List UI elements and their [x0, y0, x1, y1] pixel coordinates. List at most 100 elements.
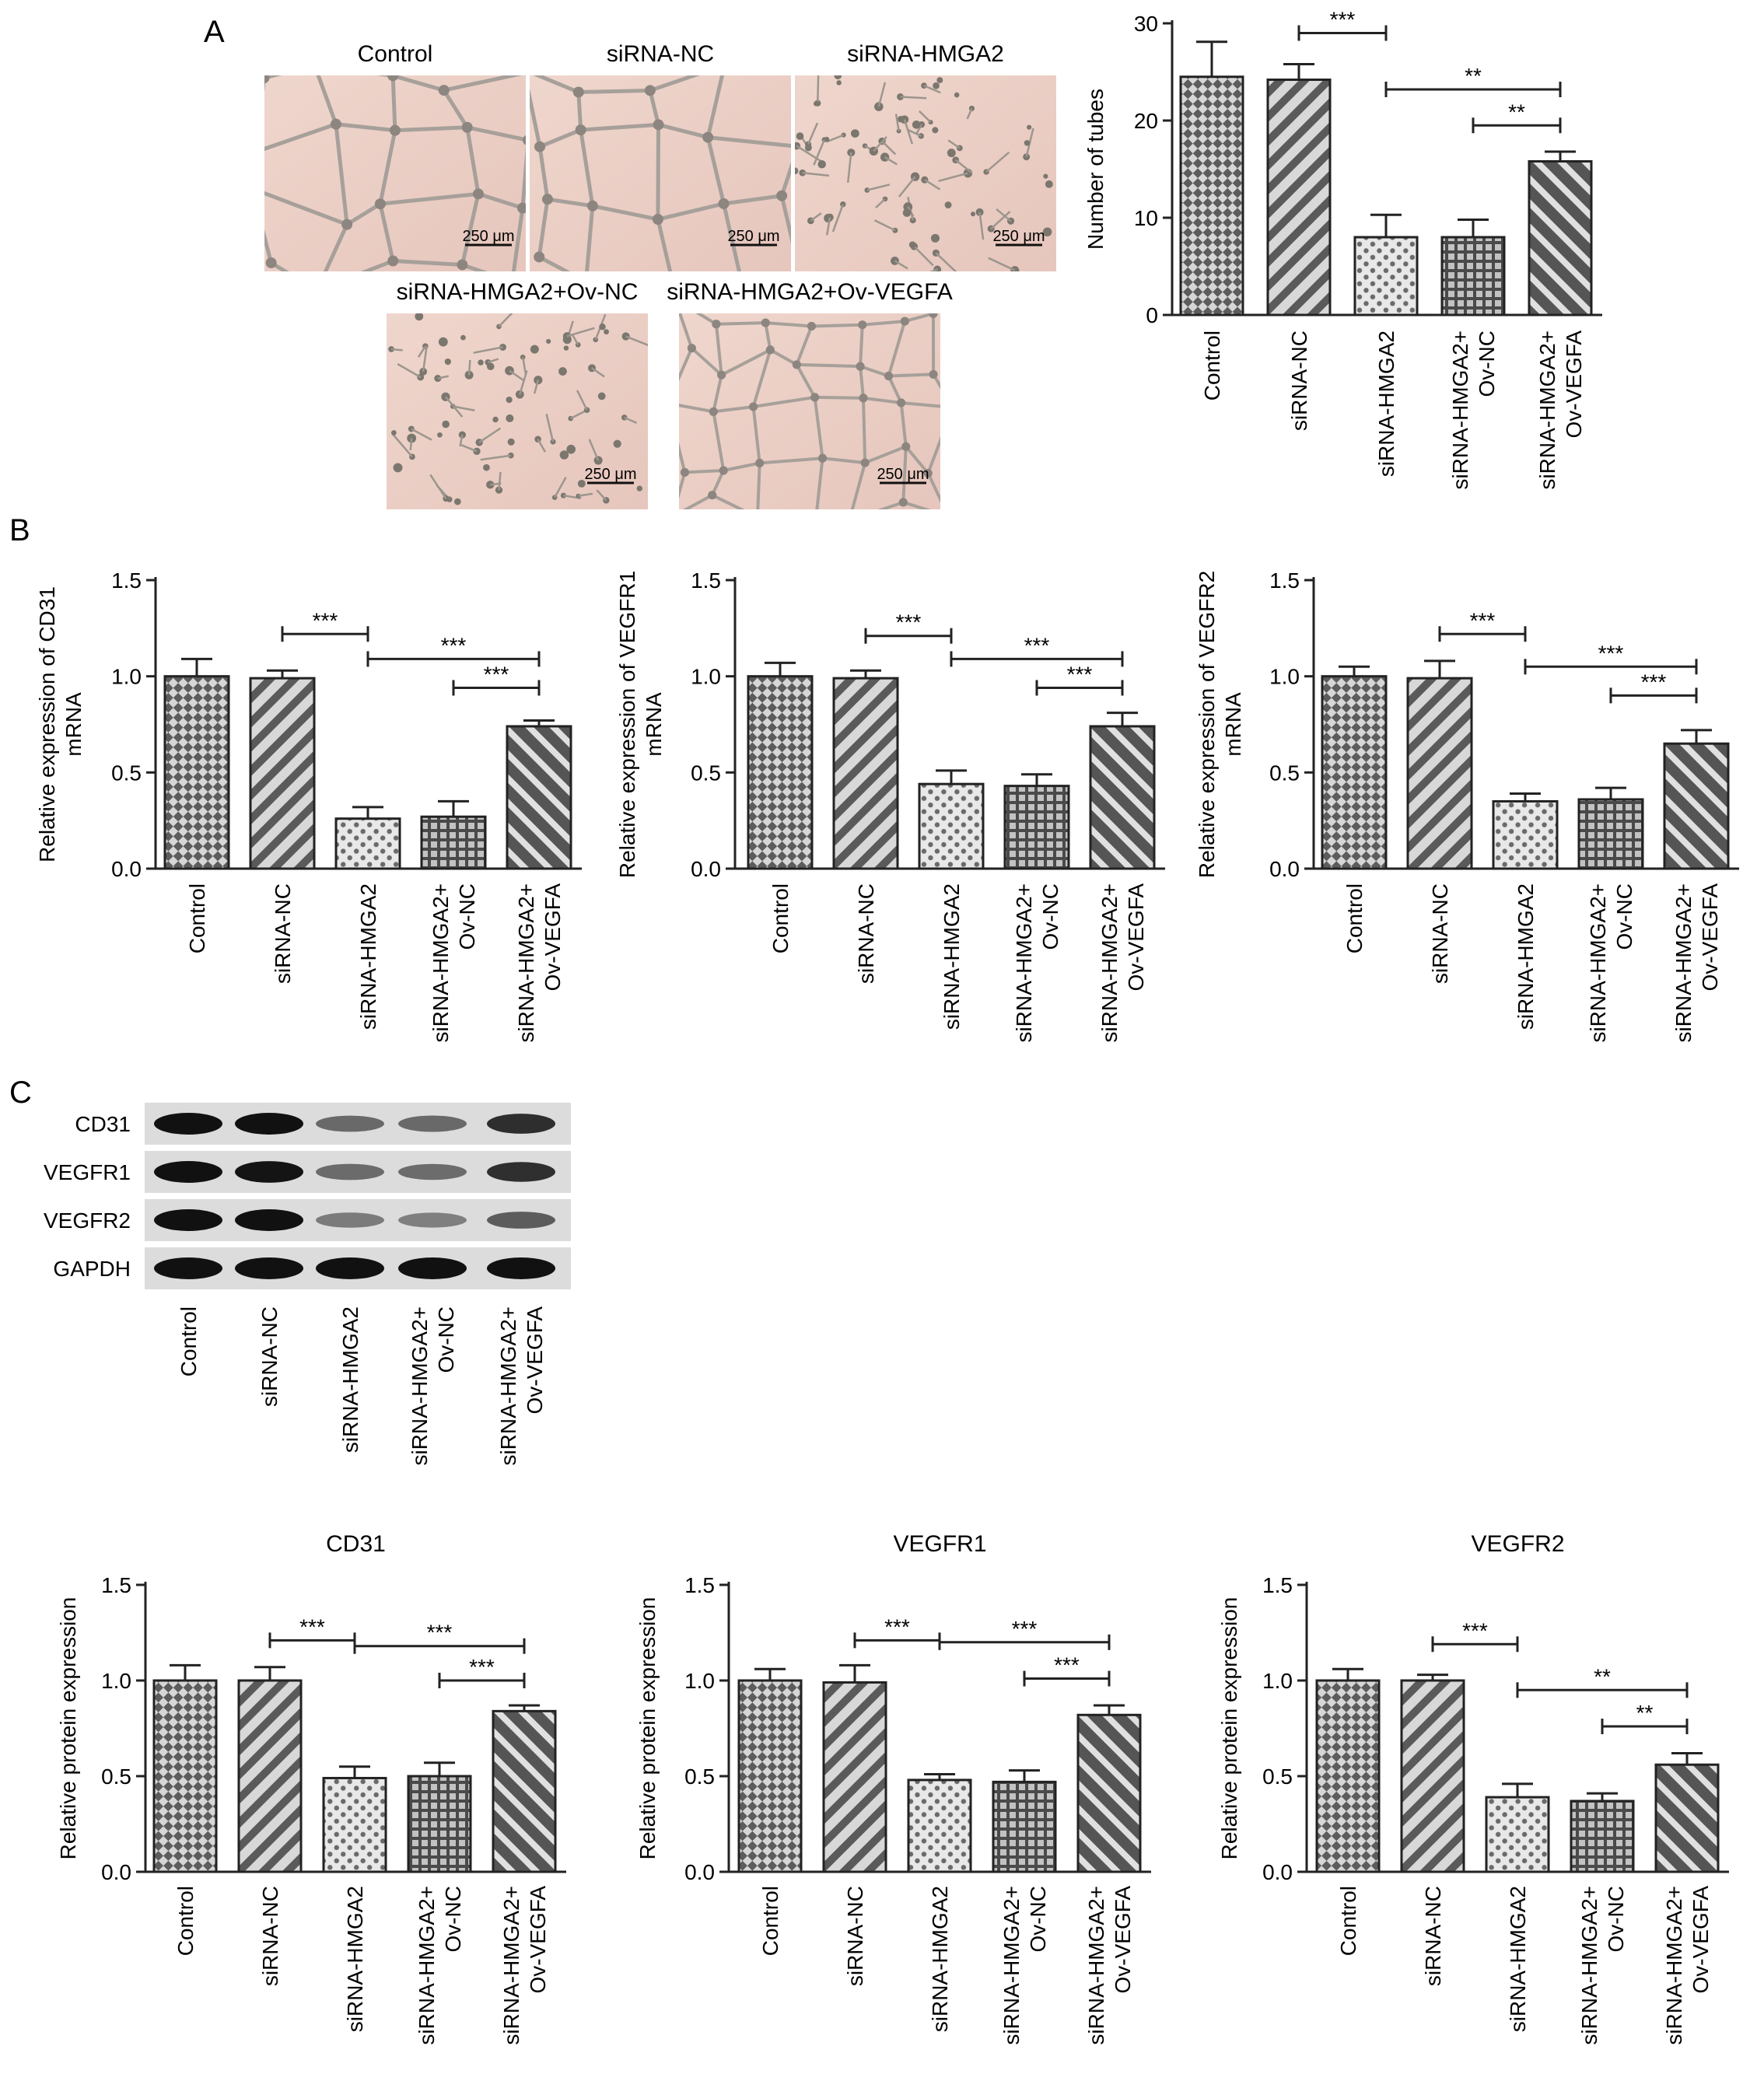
significance-label: *** — [1024, 633, 1050, 657]
significance-label: *** — [1462, 1618, 1488, 1642]
chart-vegfr1_protein: VEGFR1 0.0 0.5 1.0 1.5 Relative protein expre… — [635, 1531, 1151, 2045]
bar — [1400, 1679, 1465, 1873]
blot-band — [487, 1162, 555, 1182]
y-tick-label: 0.0 — [691, 857, 721, 881]
bar — [152, 1679, 218, 1873]
y-axis-label: Number of tubes — [1083, 89, 1108, 250]
x-tick-label: siRNA-HMGA2+ — [499, 1886, 523, 2045]
blot-row-label: VEGFR1 — [44, 1160, 131, 1184]
significance-bracket: *** — [1035, 663, 1124, 696]
significance-label: *** — [1470, 608, 1496, 632]
x-tick-label: Ov-VEGFA — [1111, 1886, 1135, 1994]
significance-bracket: *** — [1023, 1653, 1111, 1687]
x-tick-label: siRNA-HMGA2+ — [1012, 883, 1036, 1043]
y-tick-label: 0.0 — [684, 1860, 715, 1884]
significance-bracket: *** — [366, 633, 541, 667]
chart-vegfr2_protein: VEGFR2 0.0 0.5 1.0 1.5 Relative protein expre… — [1217, 1531, 1729, 2045]
significance-bracket: *** — [938, 1617, 1111, 1650]
bar — [747, 675, 814, 870]
x-tick-label: Ov-VEGFA — [1689, 1886, 1713, 1994]
x-tick-label: Ov-NC — [441, 1886, 465, 1953]
micrograph-sinc: siRNA-NC 250 μm — [530, 41, 791, 271]
blot-band — [235, 1113, 303, 1135]
y-tick-label: 1.0 — [691, 665, 721, 689]
blot-row-vegfr1: VEGFR1 — [44, 1151, 571, 1193]
blot-band — [154, 1113, 222, 1135]
x-tick-label: siRNA-NC — [843, 1886, 867, 1986]
bar — [1406, 677, 1473, 870]
x-tick-label: siRNA-HMGA2+ — [1084, 1886, 1108, 2045]
bar — [163, 675, 230, 870]
blot-lane-label: siRNA-NC — [257, 1306, 282, 1407]
significance-label: *** — [896, 610, 922, 635]
micrograph-image — [530, 75, 791, 271]
micrograph-ovnc: siRNA-HMGA2+Ov-NC 250 μm — [387, 279, 648, 509]
x-tick-label: siRNA-HMGA2 — [1506, 1886, 1530, 2032]
significance-label: *** — [299, 1614, 325, 1639]
micrograph-label: Control — [358, 41, 433, 67]
bar — [907, 1778, 972, 1873]
bar — [407, 1775, 472, 1873]
x-tick-label: siRNA-HMGA2+ — [514, 883, 538, 1043]
blot-row-vegfr2: VEGFR2 — [44, 1199, 571, 1241]
blot-band — [487, 1114, 555, 1134]
chart-title: CD31 — [326, 1531, 386, 1557]
bar — [1570, 1799, 1635, 1873]
x-tick-label: Ov-VEGFA — [1124, 883, 1148, 992]
chart-tubes: 0 10 20 30 Number of tubes Control siRNA-NC siR… — [1083, 8, 1602, 490]
x-tick-label: siRNA-HMGA2 — [928, 1886, 952, 2032]
y-axis-label: Relative protein expression — [56, 1597, 80, 1860]
significance-bracket: *** — [1524, 641, 1698, 675]
x-tick-label: siRNA-NC — [1421, 1886, 1445, 1986]
x-tick-label: Ov-NC — [1604, 1886, 1628, 1953]
y-tick-label: 0.0 — [111, 857, 142, 881]
y-tick-label: 1.0 — [684, 1669, 715, 1693]
bar — [992, 1780, 1057, 1873]
y-tick-label: 1.5 — [691, 568, 721, 593]
x-tick-label: siRNA-HMGA2 — [1374, 331, 1398, 477]
significance-bracket: ** — [1516, 1664, 1689, 1698]
significance-bracket: ** — [1472, 100, 1562, 134]
y-tick-label: 1.5 — [1269, 568, 1300, 593]
chart-cd31_protein: CD31 0.0 0.5 1.0 1.5 Relative protein express… — [56, 1531, 566, 2045]
y-tick-label: 1.0 — [1269, 665, 1300, 689]
x-tick-label: siRNA-NC — [271, 883, 295, 984]
micrograph-control: Control 250 μm — [264, 41, 526, 271]
bar — [918, 782, 985, 870]
y-tick-label: 0.0 — [1262, 1860, 1293, 1884]
significance-label: *** — [441, 633, 467, 657]
blot-row-label: VEGFR2 — [44, 1208, 131, 1233]
x-tick-label: siRNA-NC — [854, 883, 878, 984]
y-tick-label: 1.5 — [101, 1573, 131, 1597]
y-axis-label: Relative protein expression — [1217, 1597, 1241, 1860]
significance-label: *** — [1054, 1653, 1080, 1677]
significance-label: *** — [1598, 641, 1624, 665]
x-tick-label: siRNA-HMGA2+ — [429, 883, 453, 1043]
y-tick-label: 30 — [1134, 12, 1158, 36]
significance-label: *** — [1012, 1617, 1038, 1641]
bar — [1266, 79, 1332, 317]
blot-band — [154, 1161, 222, 1183]
significance-bracket: *** — [353, 1621, 526, 1654]
x-tick-label: Ov-NC — [1475, 331, 1499, 397]
blot-lane-label: siRNA-HMGA2 — [338, 1306, 362, 1453]
x-tick-label: Control — [1336, 1886, 1360, 1956]
x-tick-label: siRNA-HMGA2 — [356, 883, 380, 1030]
scale-bar-label: 250 μm — [877, 466, 929, 483]
chart-title: VEGFR1 — [893, 1531, 986, 1557]
blot-band — [398, 1257, 467, 1279]
bar — [1528, 160, 1593, 317]
y-tick-label: 0 — [1146, 303, 1158, 327]
blot-lane-label: Ov-VEGFA — [523, 1306, 547, 1415]
blot-band — [316, 1163, 384, 1180]
x-tick-label: Ov-VEGFA — [526, 1886, 550, 1994]
bar — [822, 1681, 887, 1873]
x-tick-label: siRNA-HMGA2+ — [415, 1886, 439, 2045]
y-axis-label: Relative expression of CD31 mRNA — [35, 586, 86, 862]
bar — [1315, 1679, 1381, 1873]
chart-vegfr1_mrna: 0.0 0.5 1.0 1.5 Relative expression of VEGFR… — [615, 568, 1165, 1043]
x-tick-label: Control — [185, 883, 209, 953]
bar — [506, 725, 572, 870]
blot-band — [398, 1163, 467, 1180]
